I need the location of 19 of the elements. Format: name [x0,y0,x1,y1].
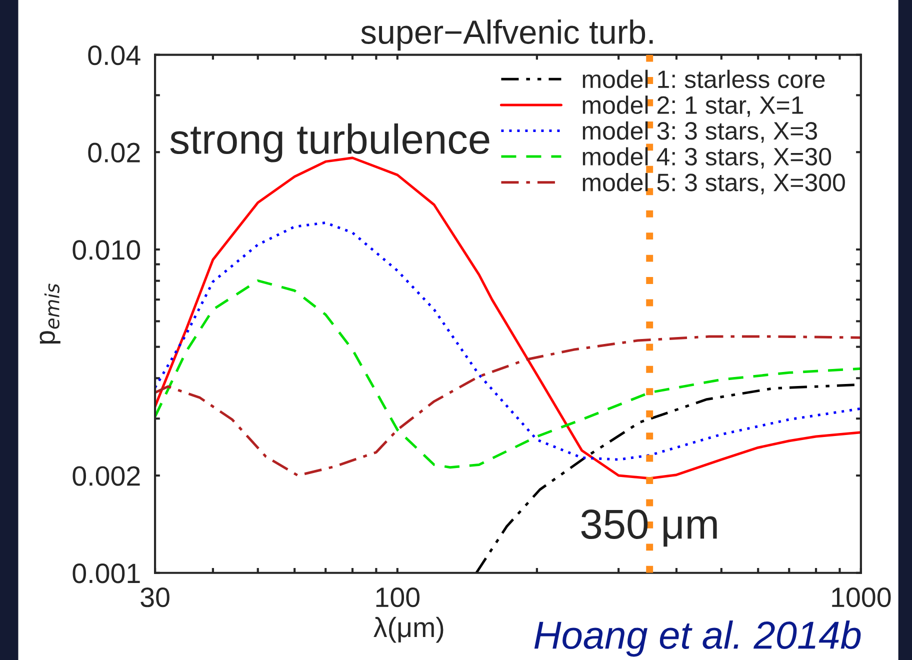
x-tick-label: 100 [376,588,420,608]
y-tick-label: 0.010 [72,240,140,260]
y-tick-label: 0.02 [88,142,140,162]
legend-label: model 1: starless core [582,70,825,88]
y-tick-label: 0.002 [72,466,140,486]
x-axis-title: λ(μm) [374,616,444,643]
annotation: strong turbulence [170,123,490,162]
legend-label: model 5: 3 stars, X=300 [582,173,845,194]
y-axis-title: p$_{emis}$ [40,284,60,344]
y-tick-label: 0.04 [88,45,140,66]
x-tick-label: 1000 [832,588,891,608]
legend-label: model 3: 3 stars, X=3 [582,121,818,143]
x-tick-label: 30 [140,588,170,608]
chart-title: super−Alfvenic turb. [361,20,653,51]
legend-label: model 4: 3 stars, X=30 [582,147,832,169]
legend-label: model 2: 1 star, X=1 [582,96,804,117]
y-tick-label: 0.001 [72,564,140,584]
text: Hoang et al. 2014b [534,620,861,657]
ref-line-label: 350 μm [581,510,717,547]
